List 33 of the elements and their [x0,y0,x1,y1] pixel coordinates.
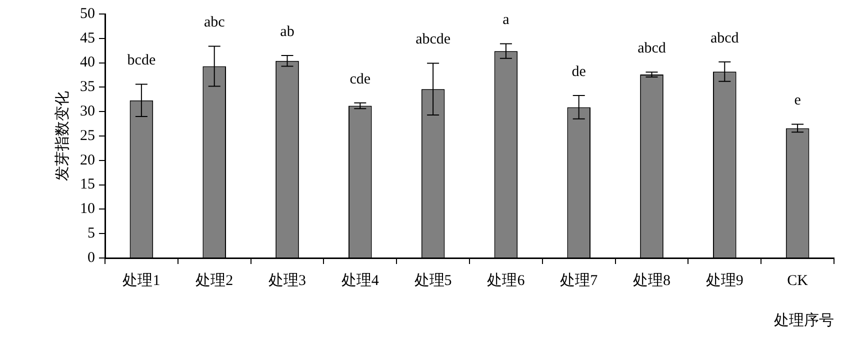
y-tick-label: 20 [80,152,95,168]
annotation: abcd [710,30,740,46]
y-tick-label: 50 [80,6,95,22]
y-tick-label: 10 [80,201,95,218]
annotation: a [502,12,510,28]
y-axis-title: 发芽指数变化 [54,91,71,181]
x-tick-label: 处理3 [268,272,306,289]
annotation: ab [280,24,294,40]
annotation: abcde [416,32,451,48]
x-tick-label: 处理4 [341,272,380,289]
x-tick-label: 处理1 [122,272,160,289]
x-tick-label: 处理5 [414,272,452,289]
y-tick-label: 0 [88,250,95,266]
y-tick-label: 45 [80,30,95,46]
x-tick-label: 处理7 [560,272,598,289]
y-tick-label: 40 [80,54,95,71]
y-tick-label: 15 [80,176,95,193]
x-tick-label: 处理8 [633,272,670,289]
y-tick-label: 30 [80,104,95,120]
y-tick-label: 25 [80,128,95,144]
annotation: de [572,64,586,80]
annotation: cde [350,71,371,88]
annotation: e [794,92,802,109]
annotation: abcd [638,40,666,57]
x-tick-label: 处理2 [196,272,234,289]
annotation: bcde [127,52,156,69]
x-axis-title: 处理序号 [774,312,834,329]
x-tick-label: 处理6 [487,272,526,289]
x-tick-label: CK [787,272,808,289]
y-tick-label: 35 [80,79,95,96]
annotation: abc [204,14,226,31]
y-tick-label: 5 [88,226,95,242]
x-tick-label: 处理9 [706,272,744,289]
